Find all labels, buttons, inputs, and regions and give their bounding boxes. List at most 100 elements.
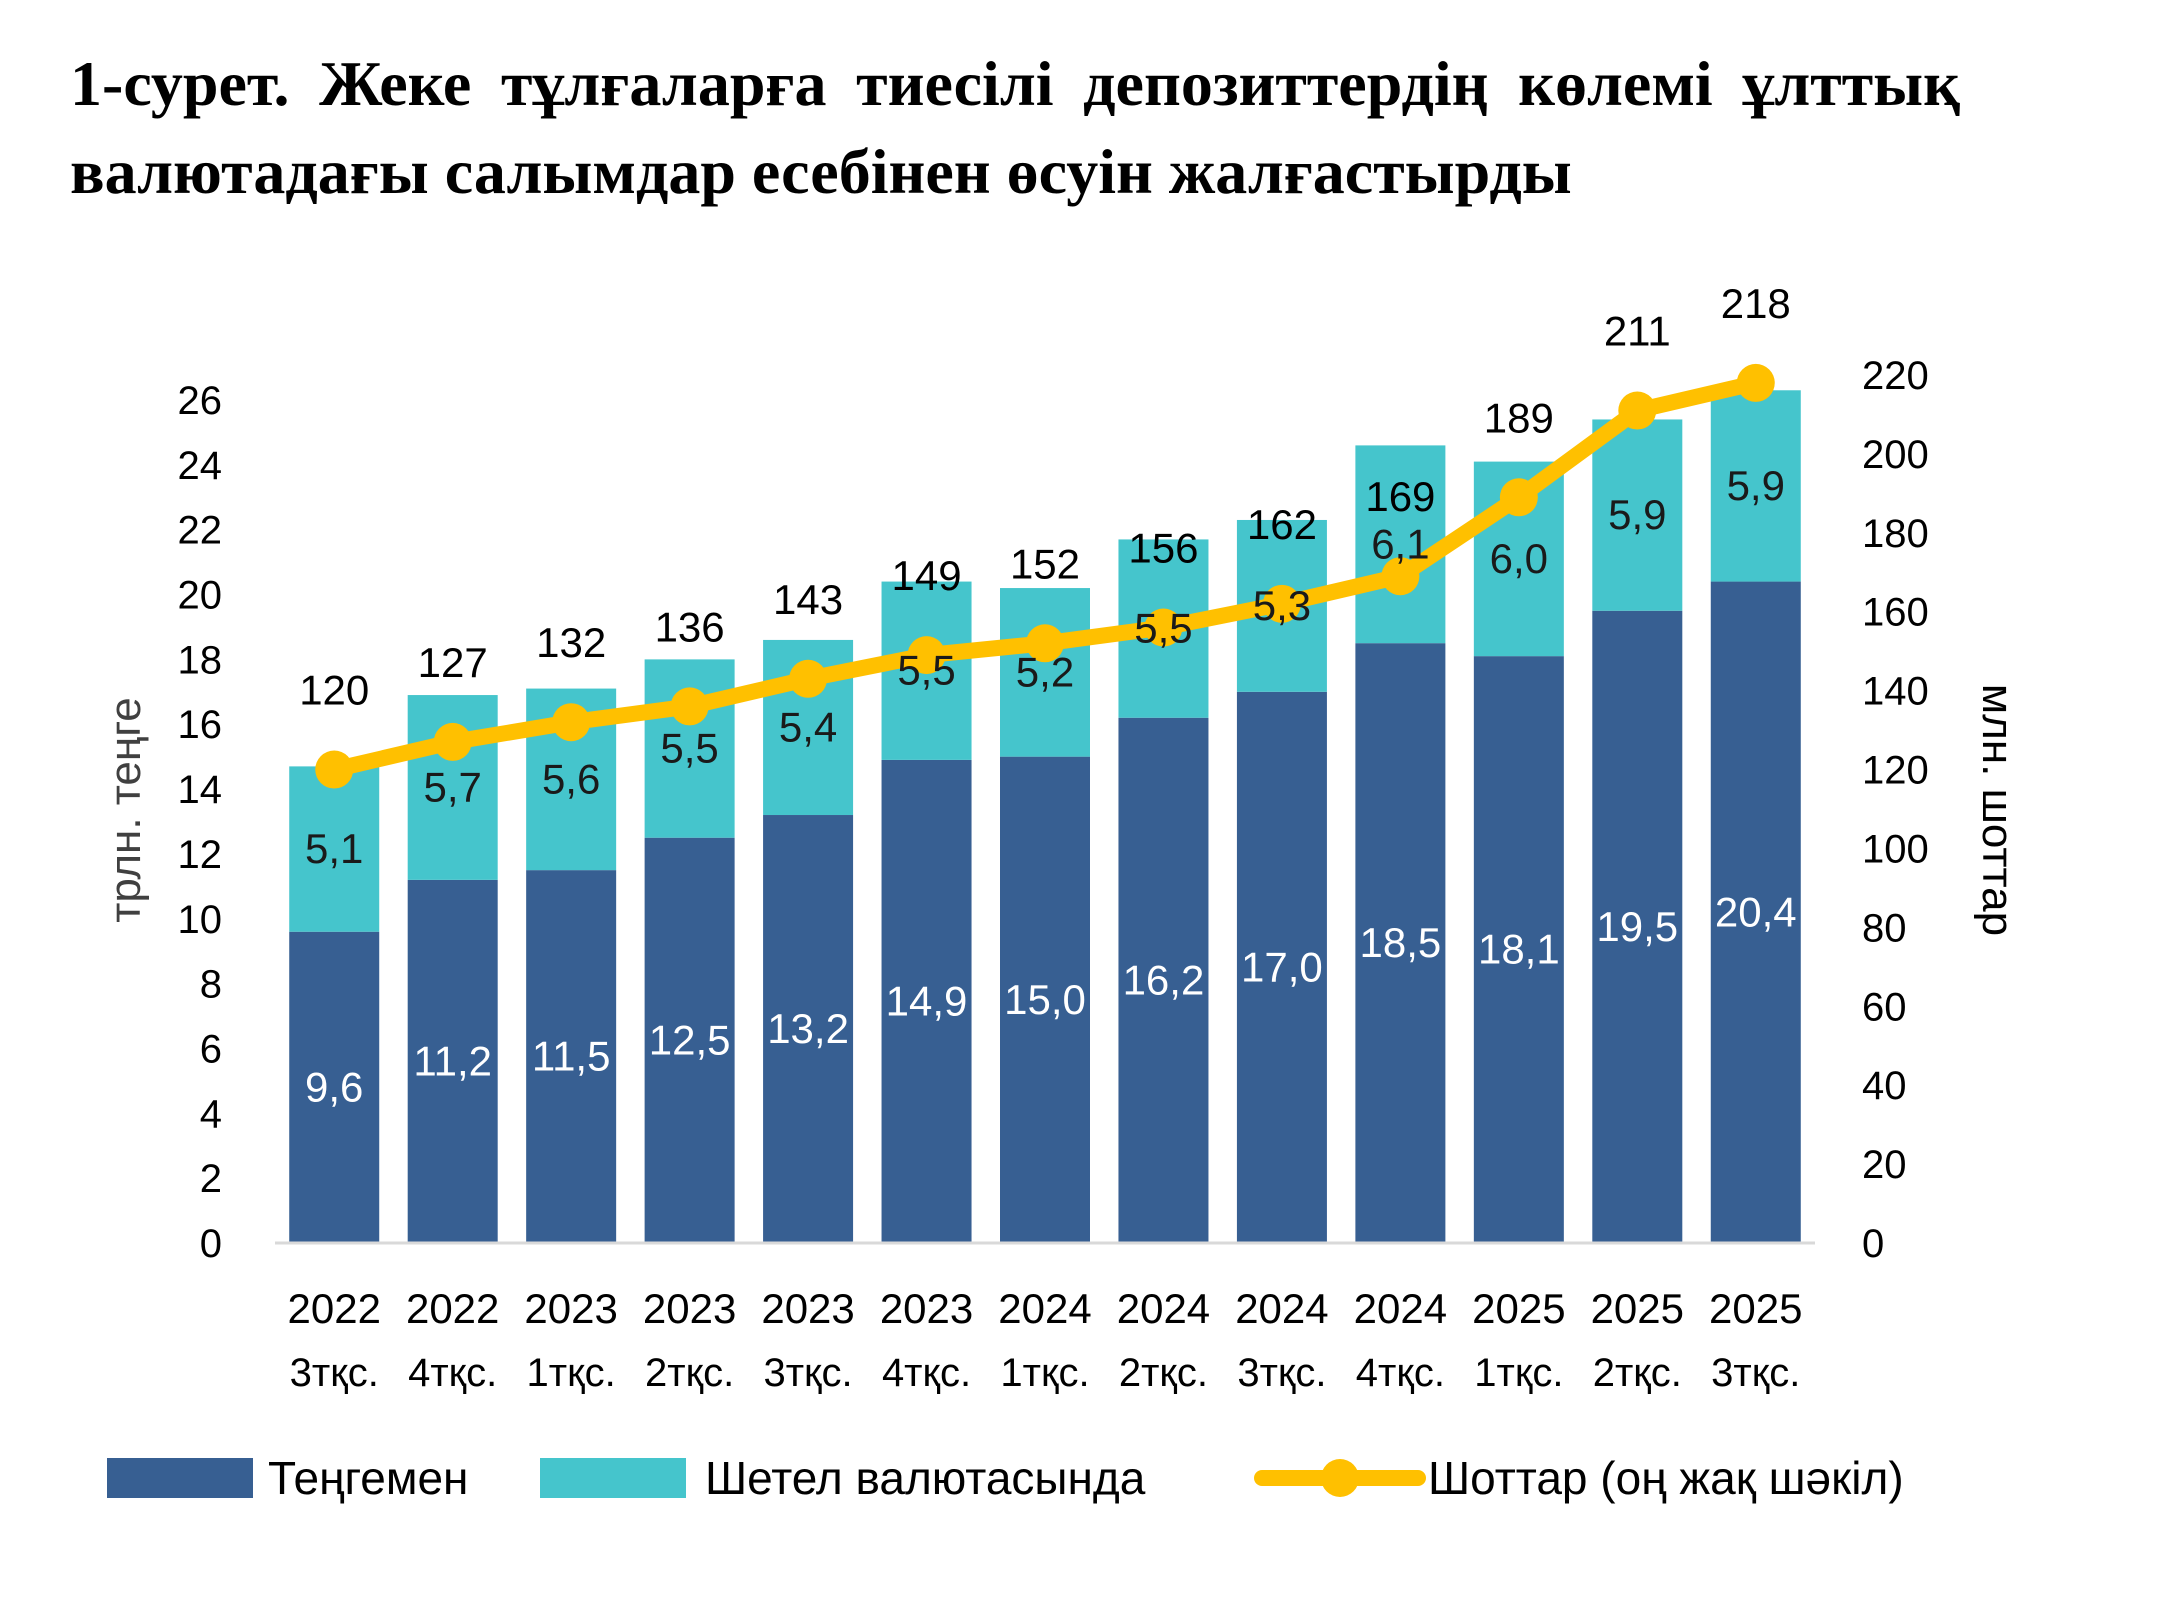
x-tick-quarter: 3тқс. — [763, 1351, 852, 1395]
label-accounts: 143 — [773, 576, 843, 623]
accounts-marker — [1144, 608, 1183, 647]
x-tick-quarter: 1тқс. — [1000, 1351, 1089, 1395]
bar-foreign — [289, 766, 380, 932]
y2-tick-label: 60 — [1862, 985, 1907, 1029]
x-tick-quarter: 1тқс. — [527, 1351, 616, 1395]
bar-foreign — [1355, 445, 1446, 644]
y2-tick-label: 180 — [1862, 512, 1929, 556]
y-tick-label: 22 — [178, 509, 223, 553]
accounts-marker — [1618, 391, 1657, 430]
accounts-marker — [315, 750, 354, 789]
legend-label-tenge: Теңгемен — [268, 1452, 468, 1504]
label-foreign: 5,2 — [1016, 648, 1074, 695]
legend-label-foreign: Шетел валютасында — [705, 1452, 1146, 1504]
accounts-marker — [1262, 584, 1301, 623]
bar-tenge — [289, 931, 380, 1243]
y2-tick-label: 20 — [1862, 1143, 1907, 1187]
x-tick-year: 2024 — [1117, 1285, 1210, 1332]
bar-tenge — [1118, 717, 1209, 1243]
label-tenge: 17,0 — [1241, 943, 1323, 990]
label-foreign: 5,5 — [1134, 605, 1192, 652]
label-tenge: 11,2 — [413, 1037, 492, 1084]
y-tick-label: 26 — [178, 379, 223, 423]
label-foreign: 6,0 — [1490, 535, 1548, 582]
label-accounts: 136 — [655, 603, 725, 650]
x-tick-year: 2025 — [1591, 1285, 1684, 1332]
label-foreign: 5,5 — [660, 725, 718, 772]
legend-marker-accounts — [1321, 1459, 1359, 1497]
y2-tick-label: 0 — [1862, 1222, 1884, 1266]
y2-tick-label: 220 — [1862, 354, 1929, 398]
x-tick-year: 2025 — [1709, 1285, 1802, 1332]
label-accounts: 218 — [1721, 280, 1791, 327]
accounts-marker — [1499, 478, 1538, 517]
label-tenge: 16,2 — [1123, 956, 1205, 1003]
label-tenge: 14,9 — [886, 977, 968, 1024]
y2-tick-label: 40 — [1862, 1064, 1907, 1108]
label-accounts: 132 — [536, 619, 606, 666]
y2-axis-title: млн. шоттар — [1973, 684, 2022, 936]
label-foreign: 5,4 — [779, 703, 837, 750]
x-tick-year: 2025 — [1472, 1285, 1565, 1332]
bar-tenge — [1000, 756, 1090, 1243]
x-tick-year: 2023 — [643, 1285, 736, 1332]
accounts-marker — [1026, 624, 1064, 663]
label-accounts: 162 — [1247, 501, 1317, 548]
accounts-marker — [433, 722, 472, 761]
label-tenge: 11,5 — [532, 1033, 611, 1080]
bar-tenge — [881, 759, 972, 1243]
y-tick-label: 16 — [178, 703, 223, 747]
data-labels-layer: 9,6 5,1 120 11,2 5,7 127 11,5 5,6 132 12,5 5,5 136 1… — [299, 280, 1796, 1110]
x-tick-quarter: 2тқс. — [1119, 1351, 1208, 1395]
label-tenge: 18,1 — [1478, 926, 1560, 973]
bar-foreign — [1000, 588, 1090, 757]
x-tick-quarter: 2тқс. — [645, 1351, 734, 1395]
bar-tenge — [526, 870, 617, 1243]
accounts-line-layer — [315, 363, 1775, 789]
label-foreign: 5,9 — [1608, 491, 1666, 538]
y2-tick-label: 160 — [1862, 591, 1929, 635]
y2-tick-label: 80 — [1862, 906, 1907, 950]
y-tick-label: 0 — [200, 1222, 222, 1266]
bar-tenge — [1710, 581, 1801, 1243]
x-tick-quarter: 4тқс. — [408, 1351, 497, 1395]
x-tick-quarter: 3тқс. — [290, 1351, 379, 1395]
label-tenge: 15,0 — [1004, 976, 1086, 1023]
y2-tick-label: 120 — [1862, 749, 1929, 793]
bar-tenge — [407, 879, 498, 1243]
x-tick-quarter: 3тқс. — [1711, 1351, 1800, 1395]
label-tenge: 20,4 — [1715, 888, 1797, 935]
y-tick-label: 6 — [200, 1027, 222, 1071]
label-foreign: 5,5 — [897, 647, 955, 694]
y-tick-label: 4 — [200, 1092, 222, 1136]
x-tick-quarter: 3тқс. — [1237, 1351, 1326, 1395]
label-accounts: 211 — [1604, 308, 1671, 355]
y2-tick-label: 140 — [1862, 670, 1929, 714]
label-tenge: 19,5 — [1596, 903, 1678, 950]
label-accounts: 189 — [1484, 394, 1554, 441]
x-tick-year: 2022 — [288, 1285, 381, 1332]
label-foreign: 5,3 — [1253, 582, 1311, 629]
y2-tick-label: 100 — [1862, 827, 1929, 871]
label-accounts: 120 — [299, 667, 369, 714]
x-tick-year: 2024 — [1354, 1285, 1447, 1332]
accounts-marker — [907, 636, 946, 675]
legend: Теңгемен Шетел валютасында Шоттар (оң жақ … — [107, 1452, 1904, 1504]
label-accounts: 169 — [1365, 473, 1435, 520]
bar-tenge — [1355, 643, 1446, 1243]
axes-layer: 0246810121416182022242602040608010012014… — [101, 354, 2022, 1395]
bar-tenge — [1236, 691, 1327, 1243]
y-tick-label: 10 — [178, 898, 223, 942]
label-tenge: 12,5 — [649, 1016, 731, 1063]
label-tenge: 18,5 — [1360, 919, 1442, 966]
label-tenge: 9,6 — [305, 1063, 363, 1110]
bar-tenge — [1473, 656, 1564, 1243]
legend-swatch-foreign — [540, 1458, 686, 1498]
x-tick-quarter: 4тқс. — [1356, 1351, 1445, 1395]
x-tick-quarter: 4тқс. — [882, 1351, 971, 1395]
accounts-marker — [552, 703, 591, 742]
accounts-marker — [1381, 557, 1420, 596]
x-tick-year: 2024 — [998, 1285, 1091, 1332]
x-tick-quarter: 1тқс. — [1474, 1351, 1563, 1395]
